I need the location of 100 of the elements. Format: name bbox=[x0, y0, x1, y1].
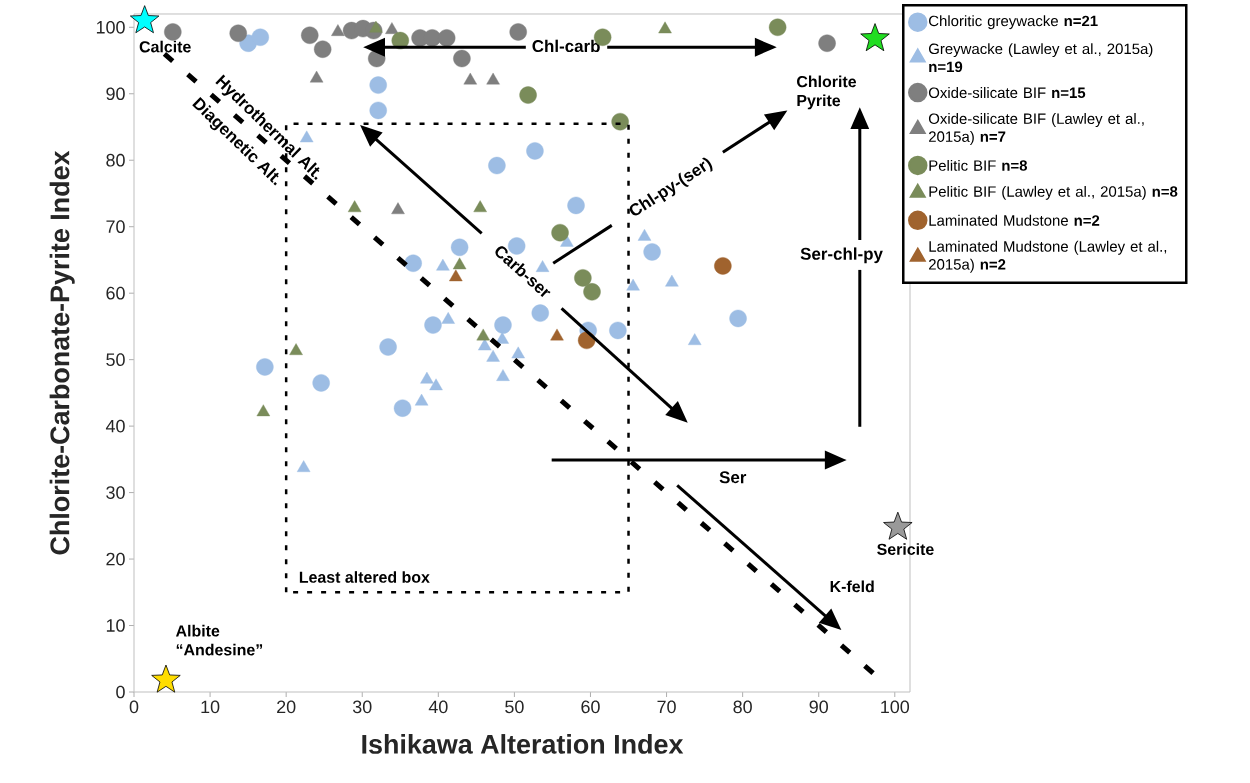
point bbox=[251, 28, 269, 46]
point bbox=[385, 22, 399, 34]
y-axis-title: Chlorite-Carbonate-Pyrite Index bbox=[49, 150, 75, 555]
point bbox=[478, 338, 492, 351]
point bbox=[393, 399, 412, 417]
x-tick-label: 40 bbox=[428, 700, 448, 714]
annotation: Least altered box bbox=[299, 571, 430, 583]
point bbox=[424, 316, 442, 334]
point bbox=[450, 238, 469, 257]
point bbox=[369, 101, 387, 120]
point bbox=[347, 200, 362, 213]
point bbox=[296, 460, 311, 472]
y-tick-label: 100 bbox=[96, 20, 125, 34]
point bbox=[441, 312, 455, 324]
x-tick-label: 0 bbox=[129, 700, 139, 714]
point bbox=[331, 24, 345, 36]
legend-label: Laminated Mudstone n=2 bbox=[929, 214, 1100, 226]
x-tick-label: 60 bbox=[581, 700, 600, 714]
annotation: K-feld bbox=[830, 580, 874, 593]
point bbox=[643, 243, 661, 261]
point bbox=[511, 346, 525, 359]
point bbox=[391, 202, 405, 215]
point bbox=[453, 49, 471, 68]
point bbox=[626, 278, 640, 291]
y-tick-label: 40 bbox=[105, 419, 125, 433]
point bbox=[496, 369, 510, 381]
y-tick-label: 10 bbox=[106, 619, 125, 632]
x-tick-label: 70 bbox=[657, 700, 676, 714]
annotation: Sericite bbox=[877, 543, 934, 555]
point bbox=[414, 393, 429, 406]
point bbox=[567, 196, 585, 215]
x-tick-label: 90 bbox=[809, 700, 828, 714]
point bbox=[729, 309, 747, 328]
point bbox=[611, 112, 629, 131]
point bbox=[476, 328, 490, 341]
point bbox=[463, 72, 477, 85]
point bbox=[256, 358, 274, 376]
point bbox=[300, 130, 314, 143]
point bbox=[452, 257, 467, 270]
point bbox=[526, 142, 544, 160]
x-tick-label: 80 bbox=[733, 700, 752, 714]
x-tick-label: 20 bbox=[277, 700, 296, 714]
point bbox=[164, 23, 182, 41]
annotation: Calcite bbox=[139, 40, 191, 53]
y-tick-label: 20 bbox=[106, 552, 125, 566]
legend-label: Greywacke (Lawley et al., 2015a) n=19 bbox=[929, 43, 1153, 73]
point bbox=[509, 23, 527, 41]
point bbox=[665, 274, 679, 287]
point bbox=[688, 333, 702, 345]
annotation: Chl-carb bbox=[532, 39, 600, 53]
point bbox=[369, 76, 387, 94]
point bbox=[658, 21, 672, 34]
annotation: Ser-chl-py bbox=[800, 247, 883, 264]
point bbox=[495, 332, 509, 344]
point bbox=[609, 321, 627, 340]
legend-label: Laminated Mudstone (Lawley et al., 2015a) n=2 bbox=[929, 240, 1167, 273]
point bbox=[883, 511, 913, 540]
point bbox=[860, 23, 890, 52]
point bbox=[714, 257, 732, 275]
y-tick-label: 50 bbox=[106, 353, 125, 366]
point bbox=[519, 86, 537, 104]
point bbox=[818, 34, 836, 52]
point bbox=[637, 228, 652, 241]
y-tick-label: 30 bbox=[106, 486, 125, 499]
point bbox=[488, 156, 506, 175]
point bbox=[449, 269, 463, 282]
x-tick-label: 10 bbox=[201, 700, 220, 714]
point bbox=[550, 328, 564, 341]
point bbox=[429, 378, 443, 391]
point bbox=[420, 371, 434, 384]
x-tick-label: 30 bbox=[352, 700, 372, 714]
point bbox=[379, 338, 397, 356]
point bbox=[151, 664, 181, 693]
legend-label: Oxide-silicate BIF (Lawley et al., 2015a) n=7 bbox=[928, 113, 1144, 145]
legend-label: Oxide-silicate BIF n=15 bbox=[928, 87, 1086, 99]
y-tick-label: 0 bbox=[116, 685, 125, 699]
annotation: Chlorite Pyrite bbox=[797, 75, 857, 110]
point bbox=[531, 304, 549, 322]
point bbox=[301, 26, 319, 44]
point bbox=[256, 404, 271, 417]
point bbox=[404, 254, 422, 272]
point bbox=[551, 223, 569, 242]
point bbox=[437, 29, 456, 47]
point bbox=[436, 258, 450, 271]
x-tick-label: 50 bbox=[505, 700, 524, 714]
point bbox=[129, 5, 160, 34]
point bbox=[309, 70, 324, 83]
x-tick-label: 100 bbox=[881, 700, 910, 714]
x-axis-title: Ishikawa Alteration Index bbox=[362, 734, 684, 754]
y-tick-label: 70 bbox=[106, 220, 125, 234]
y-tick-label: 80 bbox=[106, 153, 125, 167]
y-tick-label: 90 bbox=[106, 87, 125, 101]
point bbox=[473, 200, 487, 213]
point bbox=[494, 316, 512, 334]
legend-label: Pelitic BIF n=8 bbox=[929, 159, 1028, 171]
point bbox=[768, 18, 787, 36]
y-tick-label: 60 bbox=[106, 286, 125, 300]
point bbox=[583, 283, 601, 301]
point bbox=[313, 40, 332, 58]
point bbox=[574, 269, 592, 287]
